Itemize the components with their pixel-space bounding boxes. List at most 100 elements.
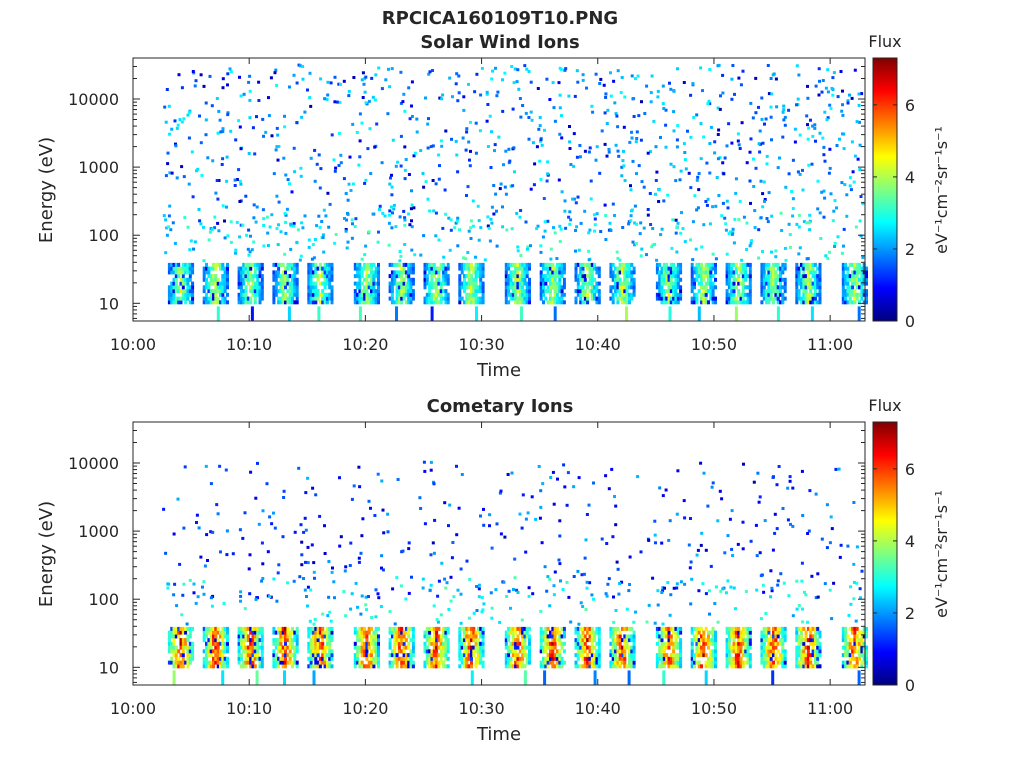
flux-cell — [365, 657, 368, 661]
flux-cell — [441, 94, 444, 97]
flux-cell — [514, 576, 517, 579]
flux-cell — [490, 166, 493, 169]
flux-cell — [323, 524, 326, 527]
flux-cell — [168, 205, 171, 208]
flux-cell — [411, 204, 414, 207]
flux-cell — [377, 642, 380, 646]
flux-cell — [598, 267, 601, 271]
flux-cell — [202, 580, 205, 583]
flux-cell — [331, 263, 334, 267]
solar-wind-ions-panel: Solar Wind Ions 10:00 10:10 10:20 10:30 10:4… — [36, 32, 951, 381]
flux-cell — [314, 285, 317, 289]
flux-cell — [412, 293, 415, 297]
flux-cell — [317, 649, 320, 653]
flux-cell — [619, 642, 622, 646]
flux-cell — [209, 231, 212, 234]
flux-cell — [248, 152, 251, 155]
flux-cell — [226, 156, 229, 159]
flux-cell — [430, 145, 433, 148]
flux-cell — [656, 267, 659, 271]
flux-cell — [276, 127, 279, 130]
flux-cell — [787, 109, 790, 112]
flux-cell — [377, 289, 380, 293]
flux-cell — [490, 617, 493, 620]
flux-cell — [834, 242, 837, 245]
flux-cell — [293, 147, 296, 150]
flux-cell — [463, 278, 466, 282]
flux-cell — [374, 615, 377, 618]
flux-cell — [349, 564, 352, 567]
flux-cell — [553, 584, 556, 587]
flux-cell — [742, 463, 745, 466]
flux-cell — [446, 581, 449, 584]
flux-cell — [393, 649, 396, 653]
flux-cell — [345, 192, 348, 195]
flux-cell — [321, 642, 324, 646]
flux-cell — [784, 116, 787, 119]
flux-cell — [523, 278, 526, 282]
flux-cell — [464, 257, 467, 260]
flux-cell — [440, 638, 443, 642]
flux-cell — [809, 289, 812, 293]
flux-cell — [411, 80, 414, 83]
flux-cell — [478, 584, 481, 587]
flux-cell — [435, 285, 438, 289]
flux-cell — [182, 274, 185, 278]
flux-cell — [527, 511, 530, 514]
flux-cell — [614, 631, 617, 635]
flux-cell — [211, 104, 214, 107]
flux-cell — [675, 232, 678, 235]
flux-cell — [628, 141, 631, 144]
flux-cell — [699, 66, 702, 69]
flux-cell — [585, 538, 588, 541]
flux-cell — [733, 289, 736, 293]
y-tick-label: 1000 — [78, 158, 119, 177]
flux-cell — [393, 278, 396, 282]
flux-cell — [377, 282, 380, 286]
flux-cell — [447, 631, 450, 635]
flux-cell — [528, 595, 531, 598]
flux-cell — [226, 72, 229, 75]
flux-cell — [215, 503, 218, 506]
flux-cell — [182, 657, 185, 661]
flux-cell — [374, 73, 377, 76]
flux-cell — [482, 664, 485, 668]
flux-cell — [272, 627, 275, 631]
flux-cell — [842, 285, 845, 289]
flux-cell — [328, 642, 331, 646]
flux-cell — [503, 72, 506, 75]
flux-cell — [753, 481, 756, 484]
flux-cell — [519, 97, 522, 100]
flux-cell — [237, 168, 240, 171]
flux-cell — [507, 289, 510, 293]
flux-cell — [432, 179, 435, 182]
flux-cell — [774, 270, 777, 274]
flux-cell — [410, 189, 413, 192]
flux-cell — [782, 507, 785, 510]
flux-cell — [166, 162, 169, 165]
flux-cell — [640, 248, 643, 251]
flux-cell — [188, 183, 191, 186]
flux-cell — [412, 638, 415, 642]
flux-cell — [214, 192, 217, 195]
flux-cell — [396, 653, 399, 657]
flux-cell — [546, 180, 549, 183]
flux-cell — [807, 274, 810, 278]
flux-cell — [177, 498, 180, 501]
flux-cell — [331, 285, 334, 289]
flux-cell — [712, 293, 715, 297]
flux-cell — [612, 270, 615, 274]
spectrogram-figure: RPCICA160109T10.PNG Solar Wind Ions 10:0… — [0, 0, 1024, 768]
flux-cell — [277, 159, 280, 162]
flux-cell — [412, 653, 415, 657]
flux-cell — [200, 141, 203, 144]
flux-cell — [657, 200, 660, 203]
flux-cell — [655, 145, 658, 148]
flux-cell — [404, 169, 407, 172]
flux-cell — [635, 242, 638, 245]
flux-cell — [182, 664, 185, 668]
flux-cell — [702, 223, 705, 226]
flux-cell — [717, 194, 720, 197]
flux-cell — [244, 607, 247, 610]
flux-cell — [339, 154, 342, 157]
